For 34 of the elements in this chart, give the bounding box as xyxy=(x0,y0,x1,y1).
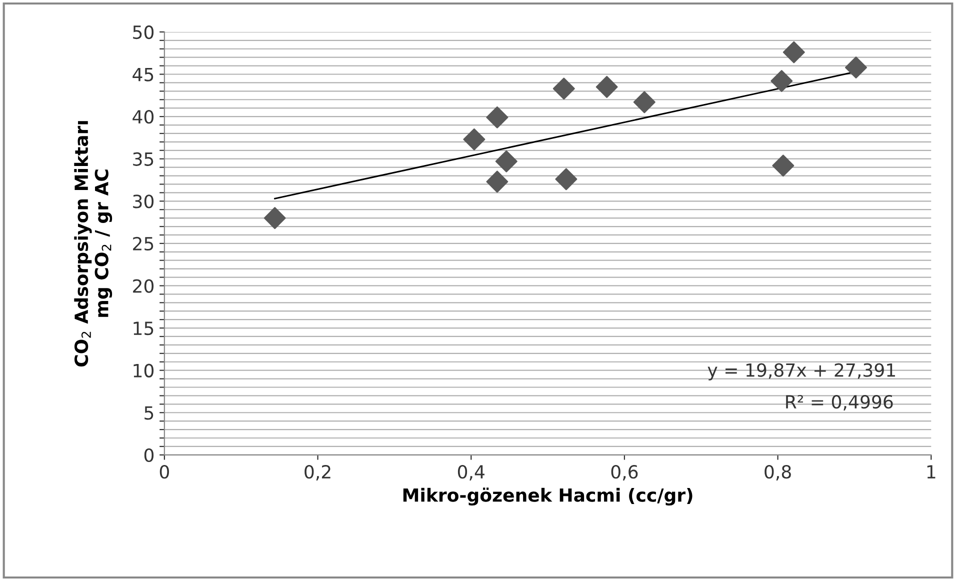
x-tick-label: 1 xyxy=(927,465,936,478)
y-tick-label: 5 xyxy=(144,406,154,420)
y-tick-label: 0 xyxy=(144,448,154,462)
y-axis-title: CO$_{2}$ Adsorpsiyon Miktarı mg CO$_{2}$ / gr AC xyxy=(74,121,112,366)
x-tick-label: 0,6 xyxy=(611,464,638,480)
y-tick-label: 20 xyxy=(133,279,154,293)
y-tick-label: 25 xyxy=(133,236,154,251)
point xyxy=(633,91,656,114)
annotation: R² = 0,4996 xyxy=(786,394,893,410)
x-tick-label: 0,8 xyxy=(764,464,791,480)
y-tick-label: 30 xyxy=(133,194,154,208)
x-tick-label: 0,4 xyxy=(458,464,484,480)
y-tick-label: 50 xyxy=(133,25,154,40)
point xyxy=(486,170,508,193)
x-tick-label: 0 xyxy=(160,464,169,479)
y-tick-label: 15 xyxy=(134,322,154,336)
point xyxy=(772,154,794,177)
point xyxy=(495,150,518,172)
point xyxy=(463,128,486,150)
annotation: y = 19,87x + 27,391 xyxy=(708,363,895,380)
point xyxy=(845,56,867,78)
point xyxy=(552,78,575,100)
y-tick-label: 10 xyxy=(134,364,154,378)
point xyxy=(782,41,805,64)
point xyxy=(264,207,286,230)
y-tick-label: 35 xyxy=(133,152,154,166)
x-axis-title: Mikro-gözenek Hacmi (cc/gr) xyxy=(403,488,692,506)
point xyxy=(486,106,508,128)
y-tick-label: 45 xyxy=(132,68,154,82)
point xyxy=(555,168,578,190)
point xyxy=(770,70,793,92)
point xyxy=(596,76,618,98)
x-tick-label: 0,2 xyxy=(304,464,330,480)
y-tick-label: 40 xyxy=(132,110,154,124)
